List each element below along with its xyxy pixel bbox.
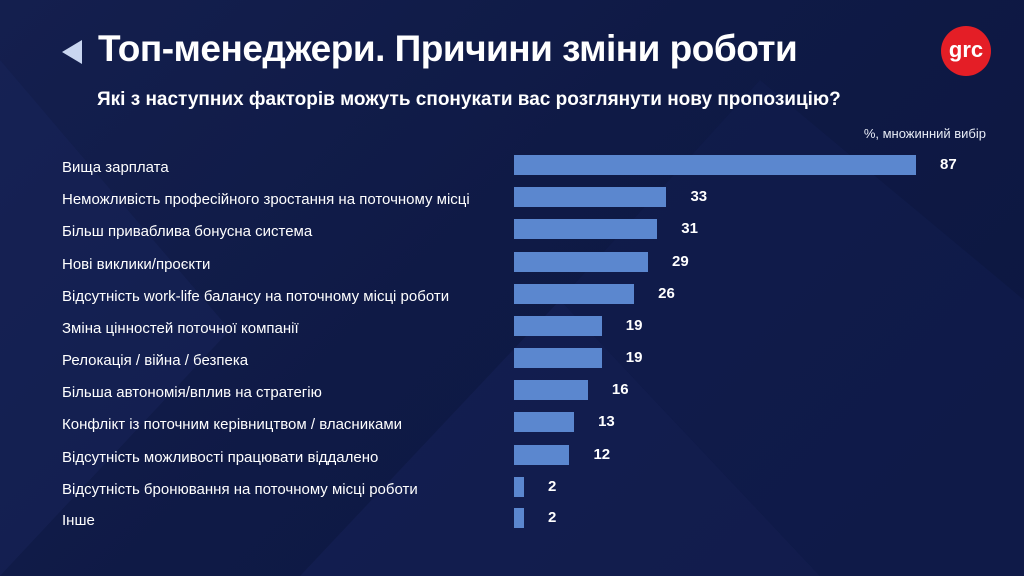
value-label: 2 — [548, 478, 557, 495]
bar — [514, 445, 570, 465]
value-label: 16 — [611, 381, 629, 398]
category-label: Вища зарплата — [62, 159, 169, 176]
category-label: Зміна цінностей поточної компанії — [62, 320, 299, 337]
value-label: 33 — [690, 188, 708, 205]
bar — [514, 508, 524, 528]
bar — [514, 477, 524, 497]
bar — [514, 284, 635, 304]
chart-note: %, множинний вибір — [863, 126, 986, 141]
bar — [514, 155, 916, 175]
page-title: Топ-менеджери. Причини зміни роботи — [98, 28, 798, 69]
value-label: 13 — [598, 413, 615, 430]
value-label: 2 — [548, 509, 557, 526]
value-label: 29 — [672, 253, 689, 270]
value-label: 87 — [940, 156, 957, 173]
category-label: Відсутність work-life балансу на поточно… — [62, 288, 450, 305]
bar — [514, 412, 575, 432]
value-label: 31 — [681, 220, 698, 237]
bar — [514, 252, 648, 272]
category-label: Нові виклики/проєкти — [62, 256, 211, 273]
value-label: 12 — [593, 446, 611, 463]
value-label: 19 — [625, 349, 643, 366]
category-label: Конфлікт із поточним керівництвом / влас… — [62, 416, 403, 433]
triangle-left-icon[interactable] — [62, 40, 82, 64]
category-label: Інше — [62, 512, 95, 529]
bar — [514, 316, 602, 336]
category-label: Відсутність можливості працювати віддале… — [62, 449, 379, 466]
category-label: Більша автономія/вплив на стратегію — [62, 384, 322, 401]
grc-logo: grc — [941, 26, 991, 76]
bar — [514, 187, 667, 207]
value-label: 19 — [625, 317, 643, 334]
value-label: 26 — [658, 285, 675, 302]
bar — [514, 348, 602, 368]
chart-subtitle: Які з наступних факторів можуть спонукат… — [97, 89, 841, 110]
bar — [514, 219, 658, 239]
category-label: Відсутність бронювання на поточному місц… — [62, 481, 418, 498]
category-label: Неможливість професійного зростання на п… — [62, 191, 470, 208]
bar — [514, 380, 588, 400]
category-label: Більш приваблива бонусна система — [62, 223, 313, 240]
category-label: Релокація / війна / безпека — [62, 352, 249, 369]
